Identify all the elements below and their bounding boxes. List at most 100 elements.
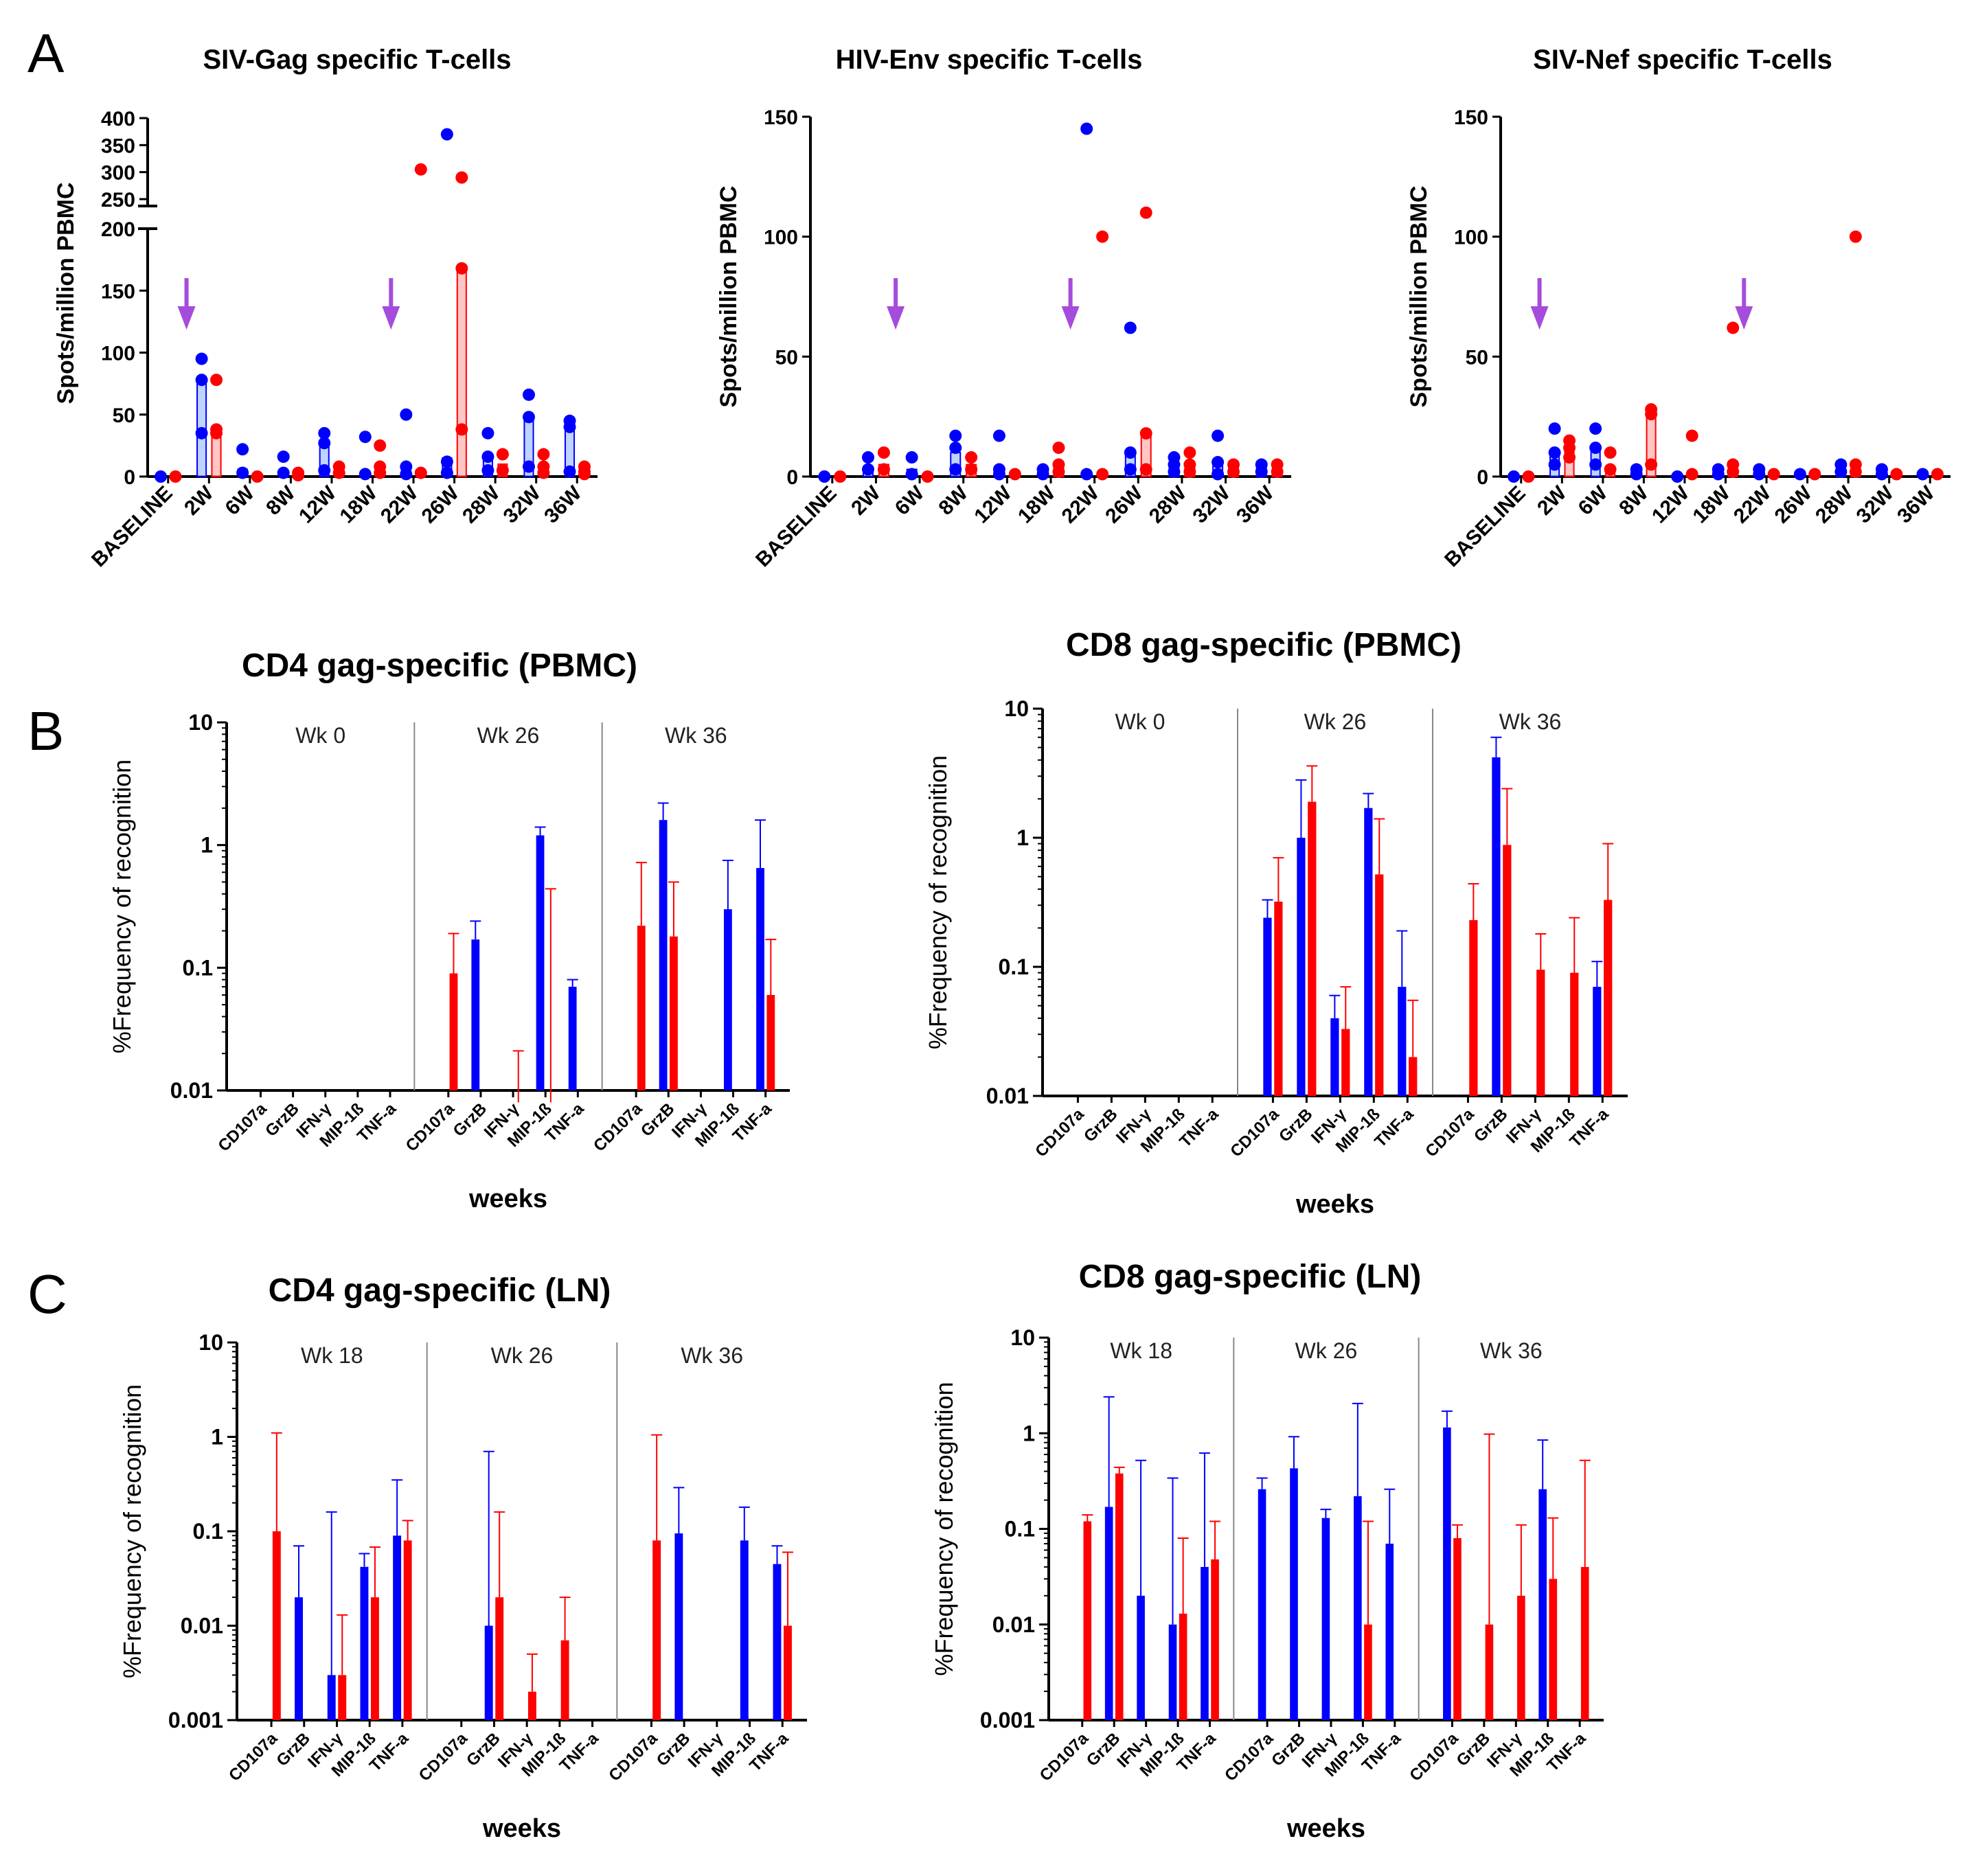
data-point xyxy=(1589,442,1602,455)
data-point xyxy=(1212,468,1225,481)
y-tick-label: 0.1 xyxy=(999,954,1029,979)
data-bar xyxy=(723,909,732,1090)
data-point xyxy=(949,429,962,442)
x-tick-label: GrzB xyxy=(637,1099,679,1141)
data-point xyxy=(1589,422,1602,435)
data-point xyxy=(1139,463,1152,476)
data-point xyxy=(481,450,494,464)
group-label: Wk 26 xyxy=(1304,709,1367,734)
data-bar xyxy=(360,1566,369,1720)
x-tick-label: 8W xyxy=(262,481,300,520)
data-point xyxy=(965,463,978,476)
x-tick-label: TNF-a xyxy=(1566,1105,1613,1152)
data-point xyxy=(155,470,168,483)
group-label: Wk 36 xyxy=(1499,709,1562,734)
data-bar xyxy=(495,1597,504,1720)
y-tick-label: 1 xyxy=(1016,825,1029,850)
data-bar xyxy=(670,936,678,1090)
data-bar xyxy=(1538,1489,1547,1720)
data-point xyxy=(1589,458,1602,471)
x-tick-label: BASELINE xyxy=(87,482,177,572)
data-bar xyxy=(1104,1507,1113,1720)
data-bar xyxy=(568,987,577,1090)
data-point xyxy=(277,466,290,479)
data-point xyxy=(496,448,509,461)
data-point xyxy=(905,468,918,481)
data-point xyxy=(1212,456,1225,469)
data-point xyxy=(1849,230,1862,243)
data-bar xyxy=(1115,1473,1124,1720)
x-tick-label: BASELINE xyxy=(751,482,841,572)
y-tick-label: 300 xyxy=(101,162,135,185)
data-point xyxy=(169,470,182,483)
data-point xyxy=(1096,230,1109,243)
y-tick-label: 0 xyxy=(786,466,798,489)
y-tick-label: 150 xyxy=(764,106,798,129)
x-tick-label: TNF-a xyxy=(746,1729,793,1776)
data-bar xyxy=(272,1531,281,1720)
data-bar xyxy=(295,1597,303,1720)
data-point xyxy=(862,463,874,476)
x-tick-label: GrzB xyxy=(653,1729,694,1770)
data-point xyxy=(481,426,494,439)
data-bar xyxy=(740,1540,749,1720)
data-bar xyxy=(1492,757,1501,1096)
data-point xyxy=(251,470,264,483)
y-axis-label: %Frequency of recognition xyxy=(924,755,952,1049)
data-point xyxy=(834,470,847,483)
y-tick-label: 150 xyxy=(1454,106,1488,129)
y-tick-label: 0 xyxy=(124,466,135,489)
y-tick-label: 50 xyxy=(775,346,798,369)
data-point xyxy=(318,426,331,439)
data-bar xyxy=(449,973,458,1090)
data-point xyxy=(1508,470,1521,483)
data-bar xyxy=(1580,1566,1589,1720)
x-tick-label: TNF-a xyxy=(556,1729,603,1776)
data-point xyxy=(440,128,453,141)
data-bar xyxy=(327,1675,336,1720)
data-point xyxy=(195,374,208,387)
y-tick-label: 400 xyxy=(101,108,135,130)
x-tick-label: 6W xyxy=(1574,481,1613,520)
data-point xyxy=(1124,463,1137,476)
y-tick-label: 0.01 xyxy=(181,1614,223,1638)
group-label: Wk 36 xyxy=(681,1343,743,1368)
data-bar xyxy=(403,1540,412,1720)
data-bar xyxy=(1297,838,1306,1096)
data-bar xyxy=(1321,1518,1330,1720)
x-tick-label: GrzB xyxy=(463,1729,504,1770)
x-tick-label: 18W xyxy=(1688,481,1734,527)
data-point xyxy=(522,460,535,473)
x-tick-label: 26W xyxy=(1101,481,1147,527)
data-point xyxy=(359,468,372,481)
data-point xyxy=(1931,468,1944,481)
data-point xyxy=(522,411,535,424)
x-tick-label: TNF-a xyxy=(366,1729,413,1776)
data-bar xyxy=(1443,1427,1451,1720)
data-point xyxy=(1727,321,1740,334)
data-bar xyxy=(484,1625,493,1720)
x-tick-label: 26W xyxy=(1771,481,1817,527)
y-tick-label: 0.1 xyxy=(193,1519,223,1544)
data-point xyxy=(862,451,874,464)
data-point xyxy=(578,468,591,481)
data-point xyxy=(1080,122,1093,135)
data-point xyxy=(359,431,372,444)
data-bar xyxy=(1604,900,1613,1096)
data-point xyxy=(1271,466,1284,479)
group-label: Wk 26 xyxy=(477,723,540,748)
data-bar xyxy=(471,939,480,1090)
data-point xyxy=(1834,466,1847,479)
chart-title: CD8 gag-specific (PBMC) xyxy=(1066,627,1462,663)
chart-cd4-ln: CD4 gag-specific (LN) %Frequency of recog… xyxy=(118,1272,807,1843)
data-point xyxy=(400,468,413,481)
y-axis-label: Spots/million PBMC xyxy=(53,183,79,404)
data-point xyxy=(949,463,962,476)
data-bar xyxy=(1364,1624,1372,1720)
x-tick-label: GrzB xyxy=(1275,1105,1317,1146)
data-point xyxy=(1183,466,1196,479)
data-point xyxy=(1916,468,1929,481)
chart-cd8-pbmc: CD8 gag-specific (PBMC) %Frequency of rec… xyxy=(924,627,1628,1219)
data-bar xyxy=(674,1533,683,1720)
